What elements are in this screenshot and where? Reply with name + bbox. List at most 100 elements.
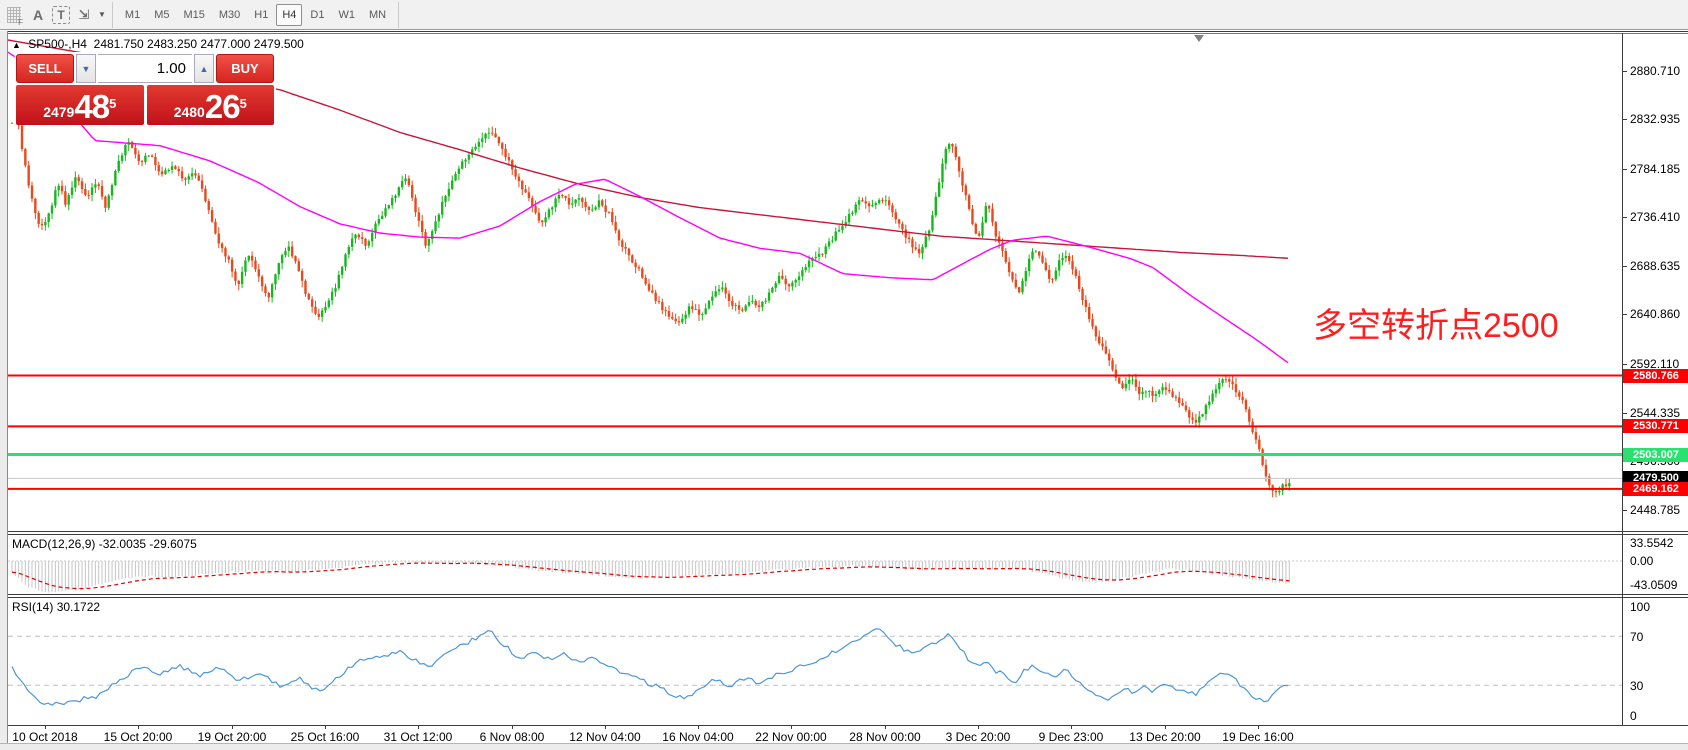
timeframe-button-mn[interactable]: MN: [368, 8, 387, 21]
object-tools-icon[interactable]: ⇲: [78, 6, 90, 22]
buy-button[interactable]: BUY: [216, 54, 274, 83]
price-badge-2469.162: 2469.162: [1623, 482, 1688, 496]
bid-big-digits: 48: [74, 88, 110, 125]
ma-fast-line: [8, 51, 1289, 364]
ask-pip-digit: 5: [239, 96, 247, 111]
bid-price-box[interactable]: 2479 48 5: [16, 85, 144, 125]
price-tick-label[interactable]: 2736.410: [1630, 210, 1681, 224]
ask-price-box[interactable]: 2480 26 5: [146, 85, 274, 125]
timeframe-button-h4[interactable]: H4: [276, 3, 303, 26]
price-tick-mark: [1622, 314, 1627, 315]
price-tick-label[interactable]: 2880.710: [1630, 64, 1681, 78]
macd-scale-label: 0.00: [1630, 554, 1654, 568]
rsi-scale-label: 0: [1630, 709, 1637, 723]
time-axis-label[interactable]: 10 Oct 2018: [12, 730, 78, 744]
panel-separator[interactable]: [8, 534, 1688, 535]
price-badge-2503.007: 2503.007: [1623, 448, 1688, 462]
price-tick-label[interactable]: 2544.335: [1630, 406, 1681, 420]
chart-top-border: [8, 31, 1688, 32]
window-left-gutter: [0, 31, 8, 750]
price-tick-label[interactable]: 2688.635: [1630, 259, 1681, 273]
macd-scale-label: 33.5542: [1630, 536, 1674, 550]
chart-title: ▲ SP500-,H4 2481.750 2483.250 2477.000 2…: [12, 37, 304, 51]
volume-input[interactable]: [98, 54, 192, 83]
dropdown-caret-icon[interactable]: ▼: [98, 10, 106, 19]
panel-separator[interactable]: [8, 594, 1688, 595]
timeframe-button-m5[interactable]: M5: [154, 8, 170, 21]
price-tick-mark: [1622, 169, 1627, 170]
price-badge-2530.771: 2530.771: [1623, 419, 1688, 433]
time-axis-label[interactable]: 31 Oct 12:00: [383, 730, 453, 744]
timeframe-bar: M1 M5 M15 M30 H1 H4 D1 W1 MN: [119, 3, 392, 26]
toolbar-separator: [111, 1, 113, 28]
rsi-line: [11, 628, 1289, 706]
price-tick-label[interactable]: 2640.860: [1630, 307, 1681, 321]
symbol-period-label: SP500-,H4: [28, 37, 87, 51]
price-tick-mark: [1622, 413, 1627, 414]
time-tick-mark: [791, 725, 792, 729]
time-axis-label[interactable]: 28 Nov 00:00: [849, 730, 921, 744]
macd-indicator-canvas[interactable]: [8, 535, 1622, 594]
time-axis-label[interactable]: 22 Nov 00:00: [755, 730, 827, 744]
time-axis-label[interactable]: 15 Oct 20:00: [103, 730, 173, 744]
price-tick-label[interactable]: 2592.110: [1630, 357, 1680, 371]
time-tick-mark: [232, 725, 233, 729]
panel-separator[interactable]: [8, 531, 1688, 532]
price-tick-label[interactable]: 2784.185: [1630, 162, 1681, 176]
time-axis-label[interactable]: 9 Dec 23:00: [1038, 730, 1104, 744]
volume-decrease-button[interactable]: ▼: [76, 54, 96, 83]
price-badge-2479.500: 2479.500: [1623, 471, 1688, 485]
chart-top-border-inner: [8, 33, 1688, 34]
volume-increase-button[interactable]: ▲: [194, 54, 214, 83]
time-axis-label[interactable]: 19 Dec 16:00: [1222, 730, 1294, 744]
candlestick-chart-canvas[interactable]: [8, 33, 1622, 531]
price-tick-mark: [1622, 71, 1627, 72]
timeframe-button-m15[interactable]: M15: [183, 8, 205, 21]
time-axis-label[interactable]: 16 Nov 04:00: [662, 730, 734, 744]
ask-prefix: 2480: [173, 104, 205, 120]
time-tick-mark: [138, 725, 139, 729]
timeframe-button-w1[interactable]: W1: [338, 8, 355, 21]
chart-annotation-text: 多空转折点2500: [1313, 307, 1559, 345]
rsi-label: RSI(14) 30.1722: [12, 600, 101, 614]
time-axis-label[interactable]: 3 Dec 20:00: [945, 730, 1011, 744]
rsi-scale-label: 70: [1630, 630, 1644, 644]
bid-prefix: 2479: [43, 104, 75, 120]
time-tick-mark: [605, 725, 606, 729]
macd-signal-line: [11, 562, 1290, 590]
time-axis-label[interactable]: 25 Oct 16:00: [290, 730, 360, 744]
timeframe-button-d1[interactable]: D1: [310, 8, 325, 21]
dock-grip-icon[interactable]: F: [7, 6, 23, 27]
price-tick-label[interactable]: 2448.785: [1630, 503, 1681, 517]
price-tick-mark: [1622, 364, 1627, 365]
time-axis-label[interactable]: 6 Nov 08:00: [479, 730, 545, 744]
time-tick-mark: [698, 725, 699, 729]
time-tick-mark: [512, 725, 513, 729]
macd-scale-label: -43.0509: [1630, 578, 1678, 592]
rsi-scale-label: 100: [1630, 600, 1651, 614]
sell-button[interactable]: SELL: [16, 54, 74, 83]
bid-pip-digit: 5: [109, 96, 117, 111]
font-tool-icon[interactable]: A: [32, 6, 44, 23]
price-tick-mark: [1622, 510, 1627, 511]
time-axis-label[interactable]: 12 Nov 04:00: [569, 730, 641, 744]
text-label-tool-icon[interactable]: T: [52, 5, 70, 24]
timeframe-button-m30[interactable]: M30: [218, 8, 241, 21]
status-strip: [0, 743, 1688, 750]
panel-separator[interactable]: [8, 597, 1688, 598]
price-tick-label[interactable]: 2832.935: [1630, 112, 1681, 126]
chart-background: [8, 31, 1688, 743]
time-tick-mark: [325, 725, 326, 729]
rsi-indicator-canvas[interactable]: [8, 597, 1622, 725]
time-tick-mark: [418, 725, 419, 729]
time-axis-label[interactable]: 19 Oct 20:00: [197, 730, 267, 744]
timeframe-button-h1[interactable]: H1: [254, 8, 269, 21]
toolbar: F A T ⇲ ▼ M1 M5 M15 M30 H1 H4 D1 W1 MN: [0, 0, 1688, 30]
time-tick-mark: [978, 725, 979, 729]
time-axis-label[interactable]: 13 Dec 20:00: [1129, 730, 1201, 744]
candles: [10, 116, 1291, 498]
one-click-collapse-icon[interactable]: ▲: [12, 40, 21, 50]
timeframe-button-m1[interactable]: M1: [124, 8, 141, 21]
